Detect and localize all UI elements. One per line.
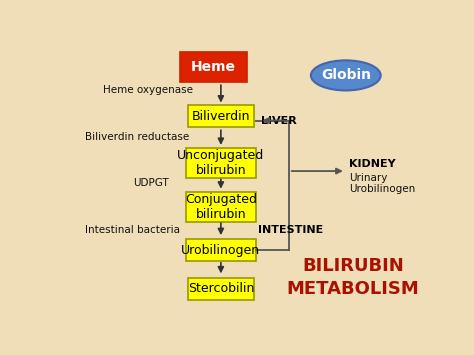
Text: Heme oxygenase: Heme oxygenase bbox=[103, 86, 193, 95]
FancyBboxPatch shape bbox=[188, 278, 254, 300]
FancyBboxPatch shape bbox=[186, 239, 256, 261]
Text: UDPGT: UDPGT bbox=[133, 178, 168, 189]
FancyBboxPatch shape bbox=[188, 105, 254, 127]
FancyBboxPatch shape bbox=[181, 52, 246, 82]
Text: Intestinal bacteria: Intestinal bacteria bbox=[85, 225, 180, 235]
FancyBboxPatch shape bbox=[186, 148, 256, 178]
Text: KIDNEY: KIDNEY bbox=[349, 159, 396, 169]
Text: Unconjugated
bilirubin: Unconjugated bilirubin bbox=[177, 149, 264, 177]
Text: Urobilinogen: Urobilinogen bbox=[182, 244, 260, 257]
Text: Conjugated
bilirubin: Conjugated bilirubin bbox=[185, 193, 257, 220]
Text: BILIRUBIN
METABOLISM: BILIRUBIN METABOLISM bbox=[287, 257, 419, 299]
Text: Biliverdin: Biliverdin bbox=[191, 110, 250, 123]
Ellipse shape bbox=[311, 60, 381, 91]
Text: Stercobilin: Stercobilin bbox=[188, 282, 254, 295]
Text: Heme: Heme bbox=[191, 60, 236, 74]
Text: Urinary
Urobilinogen: Urinary Urobilinogen bbox=[349, 173, 416, 194]
Text: INTESTINE: INTESTINE bbox=[258, 225, 323, 235]
Text: LIVER: LIVER bbox=[261, 115, 297, 126]
Text: Globin: Globin bbox=[321, 69, 371, 82]
Text: Biliverdin reductase: Biliverdin reductase bbox=[85, 132, 189, 142]
FancyBboxPatch shape bbox=[186, 192, 256, 222]
